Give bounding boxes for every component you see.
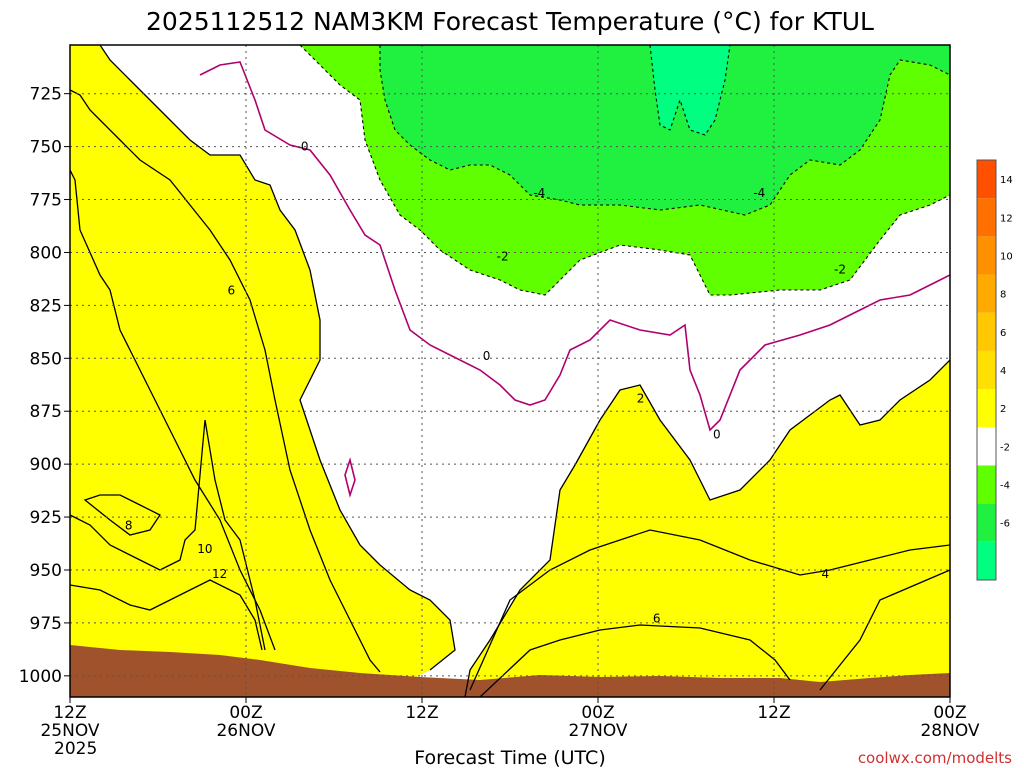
y-tick-label: 725	[30, 85, 62, 105]
contour-label: 0	[713, 428, 721, 442]
colorbar-segment	[977, 541, 996, 580]
band-neg4-neg6	[380, 45, 950, 215]
band-neg6-neg8	[650, 45, 730, 135]
colorbar-label: -2	[1000, 442, 1010, 453]
negative-contours	[299, 45, 950, 296]
zero-contours	[199, 61, 950, 498]
colorbar-segment	[977, 160, 996, 199]
contour-label: -2	[834, 262, 846, 276]
band-2-4	[70, 45, 950, 697]
colorbar-frame	[976, 159, 997, 581]
contour-4	[70, 89, 381, 673]
colorbar-label: 14	[1000, 175, 1013, 186]
y-tick-label: 800	[30, 243, 62, 263]
contour-zero-small	[344, 457, 356, 498]
y-axis: 725 750 775 800 825 850 875 900 925 950 975 1000	[19, 85, 70, 687]
colorbar-segment	[977, 236, 996, 275]
contour-6	[70, 169, 276, 651]
colorbar-label: -4	[1000, 481, 1010, 492]
y-tick-label: 750	[30, 138, 62, 158]
contour-label: 0	[483, 349, 491, 363]
colorbar-segment	[977, 274, 996, 313]
contour-label: 8	[125, 519, 133, 533]
contour-10	[70, 419, 266, 651]
plot-frame	[69, 44, 951, 698]
contour-8	[83, 494, 161, 536]
contour-6-right	[479, 569, 950, 697]
y-tick-label: 975	[30, 614, 62, 634]
colorbar-segment	[977, 465, 996, 504]
x-axis-label: Forecast Time (UTC)	[414, 747, 605, 768]
x-tick-label: 2025	[54, 739, 97, 759]
contour-label: 6	[653, 612, 661, 626]
contour-12	[70, 579, 263, 651]
x-tick-label: 28NOV	[920, 721, 979, 741]
contour-label: -2	[497, 250, 509, 264]
y-tick-label: 875	[30, 402, 62, 422]
colorbar-segment	[977, 427, 996, 466]
contour-neg2	[299, 45, 950, 296]
contour-label: -4	[753, 186, 765, 200]
y-tick-label: 900	[30, 455, 62, 475]
y-tick-label: 950	[30, 561, 62, 581]
y-tick-label: 1000	[19, 667, 62, 687]
contour-label: 0	[301, 140, 309, 154]
contour-neg6	[649, 45, 731, 136]
colorbar-segment	[977, 312, 996, 351]
x-tick-label: 00Z	[933, 703, 966, 723]
colorbar-label: 2	[1000, 404, 1006, 415]
y-tick-label: 925	[30, 508, 62, 528]
ground-shading	[70, 645, 950, 697]
x-tick-label: 12Z	[757, 703, 790, 723]
colorbar: -6 -4 -2 2 4 6 8 10 12 14	[976, 159, 1013, 581]
x-tick-label: 12Z	[405, 703, 438, 723]
contour-label: 12	[212, 567, 227, 581]
x-tick-label: 12Z	[53, 703, 86, 723]
colorbar-label: 12	[1000, 213, 1013, 224]
y-tick-label: 775	[30, 191, 62, 211]
y-tick-label: 825	[30, 296, 62, 316]
x-tick-label: 25NOV	[40, 721, 99, 741]
x-tick-label: 27NOV	[568, 721, 627, 741]
contour-label: 6	[228, 284, 236, 298]
x-tick-label: 26NOV	[216, 721, 275, 741]
x-tick-label: 00Z	[581, 703, 614, 723]
credit-text: coolwx.com/modelts	[858, 749, 1012, 767]
contour-neg4	[379, 45, 950, 216]
contour-2-left	[99, 45, 456, 671]
colorbar-label: 6	[1000, 328, 1006, 339]
colorbar-segment	[977, 198, 996, 237]
contour-zero	[199, 61, 950, 432]
band-0-2	[100, 45, 950, 697]
contour-label: 4	[822, 567, 830, 581]
contour-2-right	[464, 359, 950, 697]
contour-label: 2	[637, 392, 645, 406]
colorbar-label: 10	[1000, 251, 1013, 262]
y-tick-label: 850	[30, 349, 62, 369]
colorbar-segment	[977, 389, 996, 428]
contour-label: -4	[533, 186, 545, 200]
colorbar-label: -6	[1000, 519, 1010, 530]
colorbar-label: 8	[1000, 290, 1006, 301]
x-tick-label: 00Z	[229, 703, 262, 723]
colorbar-segment	[977, 350, 996, 390]
grid-lines	[70, 45, 950, 697]
colorbar-segment	[977, 503, 996, 542]
chart-title: 2025112512 NAM3KM Forecast Temperature (…	[146, 7, 874, 36]
plot-area	[70, 45, 950, 697]
colorbar-label: 4	[1000, 366, 1006, 377]
contour-label: 10	[197, 542, 212, 556]
